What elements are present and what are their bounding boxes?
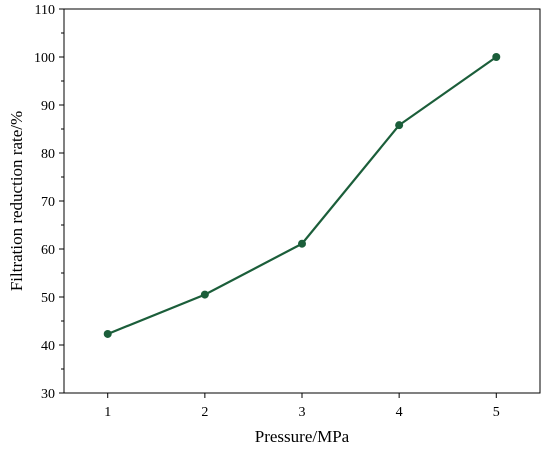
series-layer	[103, 53, 501, 338]
x-tick-label: 3	[299, 405, 306, 420]
data-point	[298, 239, 306, 248]
x-axis: 1 2 3 4 5	[104, 393, 500, 420]
data-point	[200, 290, 209, 299]
y-tick-label: 80	[41, 147, 55, 162]
x-tick-label: 2	[201, 405, 208, 420]
x-tick-label: 4	[396, 405, 403, 420]
x-axis-label: Pressure/MPa	[255, 427, 350, 446]
y-tick-label: 40	[41, 339, 55, 354]
data-point	[103, 329, 112, 338]
y-tick-label: 90	[41, 99, 55, 114]
y-tick-label: 110	[35, 3, 55, 18]
y-tick-label: 100	[34, 51, 55, 66]
y-tick-label: 60	[41, 243, 55, 258]
y-axis-label: Filtration reduction rate/%	[7, 111, 26, 291]
data-point	[492, 53, 501, 61]
y-axis: 30 40 50 60 70 80 90 100 110	[34, 3, 64, 402]
y-tick-label: 50	[41, 291, 55, 306]
data-point	[395, 121, 404, 130]
y-tick-label: 30	[41, 387, 55, 402]
x-tick-label: 5	[493, 405, 500, 420]
x-tick-label: 1	[104, 405, 111, 420]
plot-frame	[63, 8, 541, 394]
y-tick-label: 70	[41, 195, 55, 210]
series-line	[107, 56, 497, 335]
